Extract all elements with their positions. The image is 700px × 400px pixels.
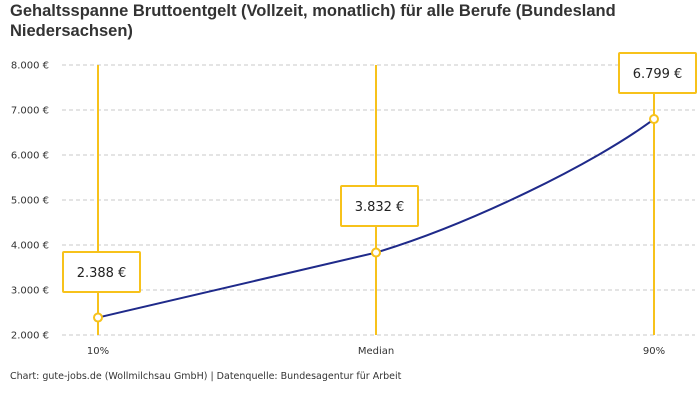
y-tick-label: 8.000 €	[11, 61, 49, 72]
y-tick-label: 3.000 €	[11, 286, 49, 297]
data-label: 3.832 €	[355, 200, 405, 215]
y-tick-label: 5.000 €	[11, 196, 49, 207]
y-tick-label: 2.000 €	[11, 331, 49, 342]
data-label-box	[618, 52, 697, 94]
data-label-box	[340, 185, 419, 227]
x-tick-label: Median	[358, 346, 394, 357]
x-tick-label: 90%	[643, 346, 665, 357]
data-label: 6.799 €	[633, 67, 683, 82]
x-tick-label: 10%	[87, 346, 109, 357]
series-line	[97, 118, 655, 319]
y-tick-label: 7.000 €	[11, 106, 49, 117]
data-point	[371, 247, 381, 258]
data-point	[93, 312, 103, 323]
chart: 2.000 € 3.000 € 4.000 € 5.000 € 6.000 € 7.000…	[11, 52, 697, 357]
chart-title: Gehaltsspanne Bruttoentgelt (Vollzeit, m…	[10, 2, 616, 40]
y-tick-label: 6.000 €	[11, 151, 49, 162]
y-tick-label: 4.000 €	[11, 241, 49, 252]
data-point	[649, 114, 659, 125]
data-label-box	[62, 251, 141, 293]
data-label: 2.388 €	[77, 266, 127, 281]
chart-source-footer: Chart: gute-jobs.de (Wollmilchsau GmbH) …	[10, 371, 402, 382]
